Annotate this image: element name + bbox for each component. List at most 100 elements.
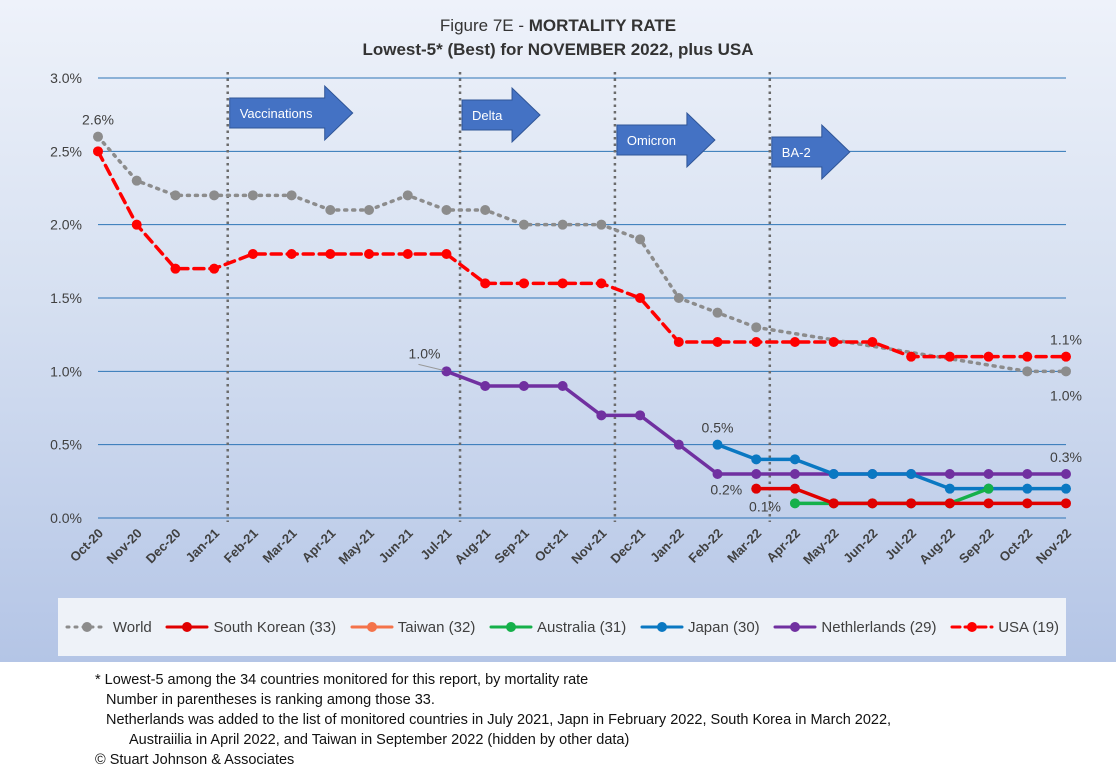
data-point (944, 498, 955, 509)
mortality-rate-chart: Figure 7E - MORTALITY RATE Lowest-5* (Be… (50, 16, 1082, 568)
x-tick-label: Jul-22 (882, 526, 919, 563)
data-point (209, 190, 220, 201)
y-tick-label: 2.5% (50, 143, 82, 159)
data-point (209, 263, 220, 274)
x-tick-label: Feb-22 (685, 526, 725, 566)
data-point (944, 469, 955, 479)
chart-legend: World South Korean (33) Taiwan (32) Austral… (58, 598, 1066, 656)
data-point (673, 439, 684, 450)
x-tick-label: Oct-22 (996, 526, 1035, 565)
x-tick-label: Nov-22 (1033, 526, 1074, 567)
x-tick-label: Jan-22 (647, 526, 687, 566)
legend-label: USA (19) (998, 618, 1060, 636)
chart-title-line2: Lowest-5* (Best) for NOVEMBER 2022, plus… (362, 40, 753, 59)
data-point (1022, 483, 1033, 494)
legend-label: Australia (31) (537, 618, 627, 636)
data-point (480, 278, 491, 289)
legend-label: World (112, 618, 152, 636)
data-point (1061, 351, 1071, 362)
data-point (1061, 366, 1071, 377)
data-point (789, 498, 800, 509)
data-point (944, 351, 955, 362)
data-point (1022, 366, 1033, 377)
data-point (751, 322, 762, 333)
footnotes: * Lowest-5 among the 34 countries monito… (95, 670, 891, 770)
data-point (93, 131, 103, 142)
x-tick-label: Jun-21 (376, 526, 416, 566)
data-point (828, 337, 839, 347)
legend-item: Nethlerlands (29) (773, 619, 936, 636)
data-point (944, 483, 955, 494)
data-point (789, 469, 800, 479)
data-point (712, 307, 723, 318)
data-point (983, 498, 994, 509)
legend-item: Taiwan (32) (350, 618, 476, 636)
chart-title-line1: Figure 7E - MORTALITY RATE (440, 16, 676, 35)
data-point (789, 483, 800, 494)
series-line (96, 149, 1068, 359)
data-point (828, 498, 839, 509)
label-leader (418, 363, 444, 371)
data-point (441, 205, 452, 215)
x-tick-label: Oct-21 (532, 526, 571, 565)
data-point (1061, 483, 1071, 494)
legend-item: Japan (30) (640, 619, 760, 636)
data-label: 2.6% (82, 112, 114, 128)
data-point (518, 278, 529, 289)
data-point (789, 454, 800, 465)
data-point (751, 483, 762, 494)
data-point (518, 381, 529, 391)
x-tick-label: Oct-20 (67, 526, 106, 565)
data-point (751, 337, 762, 347)
legend-item: South Korean (33) (165, 619, 336, 636)
legend-swatch (950, 622, 994, 632)
data-point (518, 219, 529, 230)
data-point (247, 190, 258, 201)
data-point (906, 469, 917, 479)
legend-swatch (165, 622, 209, 632)
data-point (751, 469, 762, 479)
data-point (402, 190, 413, 201)
data-label: 0.2% (710, 482, 742, 498)
data-point (1022, 469, 1033, 479)
data-label: 1.1% (1050, 332, 1082, 348)
data-point (480, 205, 491, 215)
series-line (715, 442, 1068, 491)
data-point (983, 483, 994, 494)
legend-swatch (773, 622, 817, 632)
data-point (596, 278, 607, 289)
x-tick-label: Feb-21 (221, 526, 261, 566)
x-tick-label: Dec-21 (607, 526, 648, 567)
data-point (867, 337, 878, 347)
data-point (286, 249, 297, 259)
legend-item: Australia (31) (489, 619, 626, 636)
x-tick-label: Sep-22 (956, 526, 997, 567)
data-label: 0.1% (749, 498, 781, 514)
data-point (441, 366, 452, 377)
x-tick-label: Nov-21 (568, 526, 609, 567)
data-point (712, 469, 723, 479)
chart-title-bold: MORTALITY RATE (529, 16, 676, 35)
data-point (131, 219, 142, 230)
data-point (867, 498, 878, 509)
y-tick-label: 3.0% (50, 70, 82, 86)
data-label: 1.0% (409, 345, 441, 361)
event-label: BA-2 (782, 145, 811, 160)
legend-swatch (489, 622, 533, 632)
legend-label: Nethlerlands (29) (821, 618, 937, 636)
data-point (673, 337, 684, 347)
x-tick-label: Aug-22 (916, 526, 958, 568)
x-tick-label: Aug-21 (452, 526, 494, 568)
data-point (712, 439, 723, 450)
data-label: 0.5% (702, 420, 734, 436)
footnote-line-5: © Stuart Johnson & Associates (95, 752, 295, 768)
legend-swatch (65, 622, 109, 632)
data-point (441, 249, 452, 259)
legend-label: Taiwan (32) (397, 618, 476, 636)
footnote-line-4: Austraiilia in April 2022, and Taiwan in… (129, 732, 630, 748)
data-point (712, 337, 723, 347)
series-line (96, 134, 758, 330)
data-point (673, 293, 684, 303)
legend-item: World (65, 619, 152, 636)
data-point (983, 351, 994, 362)
